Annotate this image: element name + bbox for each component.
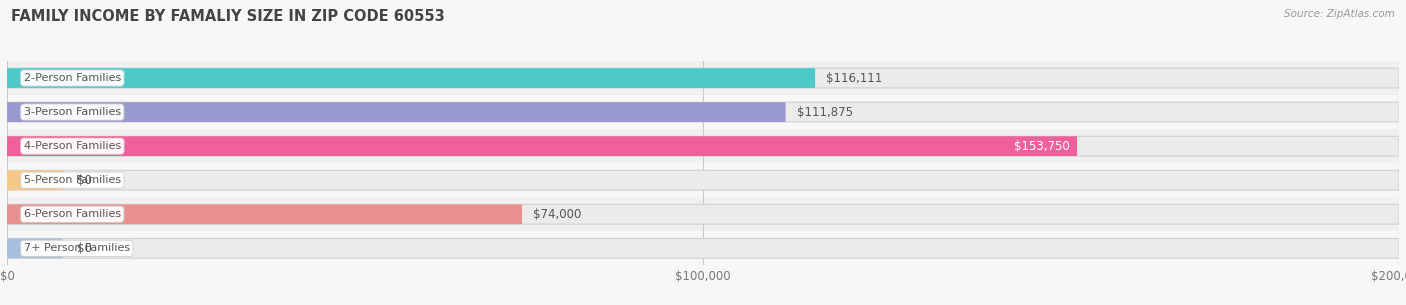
FancyBboxPatch shape xyxy=(7,95,1399,129)
FancyBboxPatch shape xyxy=(7,163,1399,197)
FancyBboxPatch shape xyxy=(7,136,1077,156)
FancyBboxPatch shape xyxy=(7,102,1399,122)
FancyBboxPatch shape xyxy=(7,102,786,122)
FancyBboxPatch shape xyxy=(7,204,522,224)
FancyBboxPatch shape xyxy=(7,170,63,190)
FancyBboxPatch shape xyxy=(7,239,63,258)
FancyBboxPatch shape xyxy=(7,170,1399,190)
Text: Source: ZipAtlas.com: Source: ZipAtlas.com xyxy=(1284,9,1395,19)
FancyBboxPatch shape xyxy=(7,61,1399,95)
Text: $116,111: $116,111 xyxy=(827,72,883,84)
Text: 7+ Person Families: 7+ Person Families xyxy=(24,243,129,253)
Text: 5-Person Families: 5-Person Families xyxy=(24,175,121,185)
Text: $0: $0 xyxy=(77,174,91,187)
FancyBboxPatch shape xyxy=(7,231,1399,265)
FancyBboxPatch shape xyxy=(7,136,1399,156)
Text: $0: $0 xyxy=(77,242,91,255)
FancyBboxPatch shape xyxy=(7,197,1399,231)
Text: $74,000: $74,000 xyxy=(533,208,582,221)
Text: 6-Person Families: 6-Person Families xyxy=(24,209,121,219)
FancyBboxPatch shape xyxy=(7,239,1399,258)
Text: FAMILY INCOME BY FAMALIY SIZE IN ZIP CODE 60553: FAMILY INCOME BY FAMALIY SIZE IN ZIP COD… xyxy=(11,9,444,24)
FancyBboxPatch shape xyxy=(7,68,1399,88)
FancyBboxPatch shape xyxy=(7,204,1399,224)
Text: $111,875: $111,875 xyxy=(797,106,853,119)
Text: 2-Person Families: 2-Person Families xyxy=(24,73,121,83)
FancyBboxPatch shape xyxy=(7,68,815,88)
Text: $153,750: $153,750 xyxy=(1014,140,1070,152)
Text: 4-Person Families: 4-Person Families xyxy=(24,141,121,151)
Text: 3-Person Families: 3-Person Families xyxy=(24,107,121,117)
FancyBboxPatch shape xyxy=(7,129,1399,163)
